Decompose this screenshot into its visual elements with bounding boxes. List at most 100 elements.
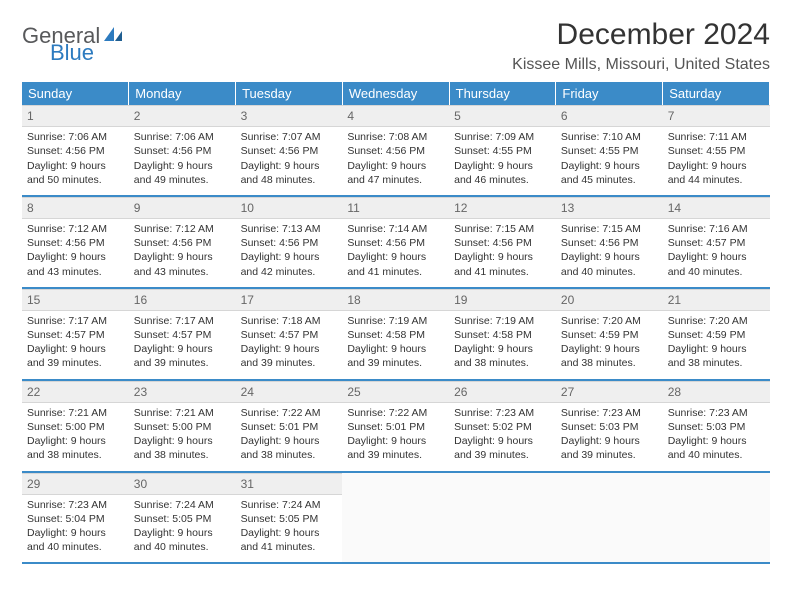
- sunrise-text: Sunrise: 7:23 AM: [454, 406, 551, 420]
- sunrise-text: Sunrise: 7:23 AM: [561, 406, 658, 420]
- day-number: 7: [663, 105, 770, 127]
- daylight-text: Daylight: 9 hours and 38 minutes.: [134, 434, 231, 462]
- day-number: 12: [449, 197, 556, 219]
- sunset-text: Sunset: 4:57 PM: [134, 328, 231, 342]
- sunrise-text: Sunrise: 7:15 AM: [561, 222, 658, 236]
- title-block: December 2024 Kissee Mills, Missouri, Un…: [512, 18, 770, 74]
- sunrise-text: Sunrise: 7:19 AM: [347, 314, 444, 328]
- calendar-row: 8Sunrise: 7:12 AMSunset: 4:56 PMDaylight…: [22, 196, 770, 288]
- day-number: 24: [236, 381, 343, 403]
- sunrise-text: Sunrise: 7:20 AM: [668, 314, 765, 328]
- daylight-text: Daylight: 9 hours and 43 minutes.: [134, 250, 231, 278]
- calendar-cell: 27Sunrise: 7:23 AMSunset: 5:03 PMDayligh…: [556, 380, 663, 472]
- daylight-text: Daylight: 9 hours and 39 minutes.: [454, 434, 551, 462]
- calendar-cell: 18Sunrise: 7:19 AMSunset: 4:58 PMDayligh…: [342, 288, 449, 380]
- sunset-text: Sunset: 5:03 PM: [561, 420, 658, 434]
- sunrise-text: Sunrise: 7:20 AM: [561, 314, 658, 328]
- sunset-text: Sunset: 4:55 PM: [668, 144, 765, 158]
- calendar-cell: 16Sunrise: 7:17 AMSunset: 4:57 PMDayligh…: [129, 288, 236, 380]
- day-number: 14: [663, 197, 770, 219]
- location-label: Kissee Mills, Missouri, United States: [512, 56, 770, 74]
- sunset-text: Sunset: 4:58 PM: [347, 328, 444, 342]
- sunrise-text: Sunrise: 7:12 AM: [27, 222, 124, 236]
- day-number: 19: [449, 289, 556, 311]
- sunset-text: Sunset: 5:05 PM: [134, 512, 231, 526]
- day-number: 20: [556, 289, 663, 311]
- day-number: 30: [129, 473, 236, 495]
- calendar-cell: 29Sunrise: 7:23 AMSunset: 5:04 PMDayligh…: [22, 472, 129, 564]
- day-number: 23: [129, 381, 236, 403]
- sunset-text: Sunset: 4:56 PM: [241, 236, 338, 250]
- calendar-cell: 25 Sunrise: 7:22 AMSunset: 5:01 PMDayligh…: [342, 380, 449, 472]
- sunset-text: Sunset: 4:56 PM: [561, 236, 658, 250]
- sunset-text: Sunset: 5:01 PM: [347, 420, 444, 434]
- calendar-row: 15Sunrise: 7:17 AMSunset: 4:57 PMDayligh…: [22, 288, 770, 380]
- sunset-text: Sunset: 5:04 PM: [27, 512, 124, 526]
- calendar-cell: 2Sunrise: 7:06 AMSunset: 4:56 PMDaylight…: [129, 105, 236, 196]
- sunrise-text: Sunrise: 7:21 AM: [134, 406, 231, 420]
- calendar-cell: .: [663, 472, 770, 564]
- day-number: 25: [342, 381, 449, 403]
- sunrise-text: Sunrise: 7:08 AM: [347, 130, 444, 144]
- day-number: 28: [663, 381, 770, 403]
- sunset-text: Sunset: 4:56 PM: [347, 144, 444, 158]
- logo: General Blue: [22, 18, 124, 64]
- daylight-text: Daylight: 9 hours and 41 minutes.: [454, 250, 551, 278]
- day-number: 11: [342, 197, 449, 219]
- sunrise-text: Sunrise: 7:06 AM: [27, 130, 124, 144]
- daylight-text: Daylight: 9 hours and 41 minutes.: [347, 250, 444, 278]
- calendar-row: 1Sunrise: 7:06 AMSunset: 4:56 PMDaylight…: [22, 105, 770, 196]
- sunset-text: Sunset: 4:56 PM: [347, 236, 444, 250]
- day-number: 3: [236, 105, 343, 127]
- calendar-table: Sunday Monday Tuesday Wednesday Thursday…: [22, 82, 770, 564]
- weekday-friday: Friday: [556, 82, 663, 105]
- daylight-text: Daylight: 9 hours and 39 minutes.: [134, 342, 231, 370]
- sunrise-text: Sunrise: 7:21 AM: [27, 406, 124, 420]
- calendar-cell: 4Sunrise: 7:08 AMSunset: 4:56 PMDaylight…: [342, 105, 449, 196]
- calendar-cell: 14Sunrise: 7:16 AMSunset: 4:57 PMDayligh…: [663, 196, 770, 288]
- sunset-text: Sunset: 4:59 PM: [668, 328, 765, 342]
- calendar-cell: 1Sunrise: 7:06 AMSunset: 4:56 PMDaylight…: [22, 105, 129, 196]
- day-number: 5: [449, 105, 556, 127]
- day-number: 31: [236, 473, 343, 495]
- sunset-text: Sunset: 4:59 PM: [561, 328, 658, 342]
- page-title: December 2024: [512, 18, 770, 52]
- sunset-text: Sunset: 4:57 PM: [241, 328, 338, 342]
- calendar-row: 22Sunrise: 7:21 AMSunset: 5:00 PMDayligh…: [22, 380, 770, 472]
- day-number: 6: [556, 105, 663, 127]
- daylight-text: Daylight: 9 hours and 38 minutes.: [668, 342, 765, 370]
- calendar-cell: 15Sunrise: 7:17 AMSunset: 4:57 PMDayligh…: [22, 288, 129, 380]
- weekday-sunday: Sunday: [22, 82, 129, 105]
- calendar-cell: .: [342, 472, 449, 564]
- day-number: 10: [236, 197, 343, 219]
- sunset-text: Sunset: 4:56 PM: [134, 144, 231, 158]
- weekday-monday: Monday: [129, 82, 236, 105]
- sunrise-text: Sunrise: 7:22 AM: [347, 406, 444, 420]
- calendar-cell: 23Sunrise: 7:21 AMSunset: 5:00 PMDayligh…: [129, 380, 236, 472]
- daylight-text: Daylight: 9 hours and 47 minutes.: [347, 159, 444, 187]
- daylight-text: Daylight: 9 hours and 46 minutes.: [454, 159, 551, 187]
- calendar-cell: 8Sunrise: 7:12 AMSunset: 4:56 PMDaylight…: [22, 196, 129, 288]
- sunset-text: Sunset: 4:57 PM: [27, 328, 124, 342]
- sunset-text: Sunset: 5:05 PM: [241, 512, 338, 526]
- sunset-text: Sunset: 4:58 PM: [454, 328, 551, 342]
- weekday-thursday: Thursday: [449, 82, 556, 105]
- sunrise-text: Sunrise: 7:16 AM: [668, 222, 765, 236]
- calendar-row: 29Sunrise: 7:23 AMSunset: 5:04 PMDayligh…: [22, 472, 770, 564]
- sunrise-text: Sunrise: 7:22 AM: [241, 406, 338, 420]
- sunrise-text: Sunrise: 7:09 AM: [454, 130, 551, 144]
- daylight-text: Daylight: 9 hours and 43 minutes.: [27, 250, 124, 278]
- calendar-cell: 21Sunrise: 7:20 AMSunset: 4:59 PMDayligh…: [663, 288, 770, 380]
- calendar-cell: 19Sunrise: 7:19 AMSunset: 4:58 PMDayligh…: [449, 288, 556, 380]
- daylight-text: Daylight: 9 hours and 41 minutes.: [241, 526, 338, 554]
- day-number: 26: [449, 381, 556, 403]
- daylight-text: Daylight: 9 hours and 39 minutes.: [347, 342, 444, 370]
- daylight-text: Daylight: 9 hours and 38 minutes.: [27, 434, 124, 462]
- weekday-saturday: Saturday: [663, 82, 770, 105]
- daylight-text: Daylight: 9 hours and 38 minutes.: [241, 434, 338, 462]
- daylight-text: Daylight: 9 hours and 39 minutes.: [347, 434, 444, 462]
- logo-text: General Blue: [22, 24, 124, 64]
- sunset-text: Sunset: 4:55 PM: [561, 144, 658, 158]
- calendar-cell: 10Sunrise: 7:13 AMSunset: 4:56 PMDayligh…: [236, 196, 343, 288]
- day-number: 13: [556, 197, 663, 219]
